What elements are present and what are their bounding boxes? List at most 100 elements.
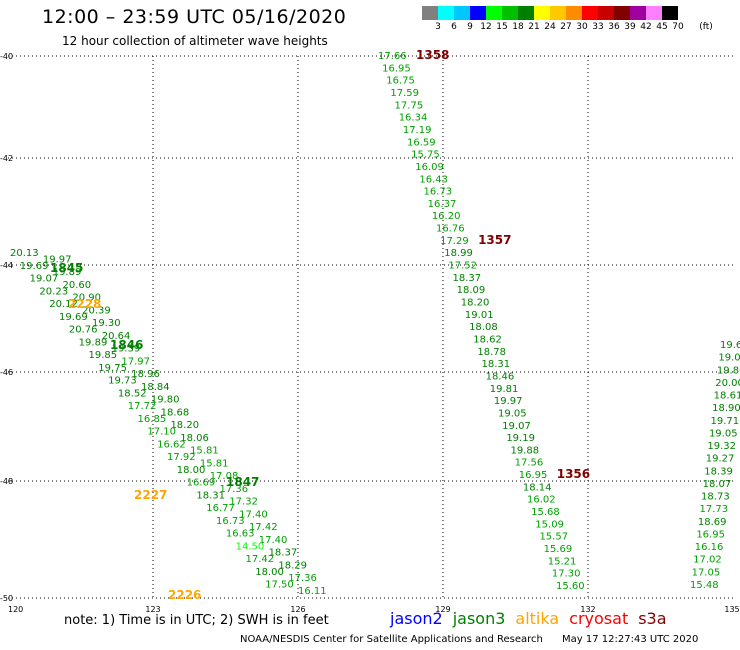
track-value: 17.40 [259,535,288,546]
track-value: 18.00 [177,465,206,476]
track-value: 14.50 [236,541,265,552]
track-value: 19.69 [59,312,88,323]
track-value: 18.90 [712,403,740,414]
track-value: 18.09 [457,285,486,296]
track-value: 19.07 [502,421,531,432]
track-value: 16.63 [226,529,255,540]
track-value: 19.39 [112,344,141,355]
track-value: 16.95 [519,470,548,481]
track-value: 15.60 [556,581,585,592]
satellite-jason3: jason3 [452,609,506,628]
legend-label: 70 [672,22,684,32]
track-value: 18.20 [461,298,490,309]
track-value: 19.05 [709,428,738,439]
track-value: 16.77 [206,503,235,514]
track-value: 19.07 [30,274,59,285]
track-value: 16.85 [138,414,167,425]
legend-label: 6 [451,22,457,32]
track-value: 19.05 [498,408,527,419]
legend-swatch [486,6,502,20]
track-value: 18.69 [698,517,727,528]
time-label: 1846 [110,338,143,352]
track-value: 18.20 [170,420,199,431]
legend-swatch [582,6,598,20]
track-value: 19.73 [108,376,137,387]
track-value: 15.21 [548,556,577,567]
track-value: 15.57 [539,532,568,543]
track-value: 20.76 [69,325,98,336]
longitude-label: 126 [290,605,305,614]
track-value: 19.01 [465,310,494,321]
track-value: 20.64 [102,331,131,342]
track-value: 16.34 [399,113,428,124]
track-value: 16.73 [424,187,453,198]
legend-swatch [518,6,534,20]
longitude-label: 120 [8,605,23,614]
track-value: 15.75 [411,150,440,161]
credit-line: NOAA/NESDIS Center for Satellite Applica… [240,634,714,645]
track-value: 16.73 [216,516,245,527]
track-value: 19.69 [20,261,49,272]
track-value: 18.06 [180,433,209,444]
legend-swatch [502,6,518,20]
satellite-s3a: s3a [638,609,667,628]
legend-label: 9 [467,22,473,32]
track-value: 18.07 [703,479,732,490]
legend-label: 15 [496,22,508,32]
track-value: 15.48 [690,580,719,591]
track-value: 16.02 [527,495,556,506]
time-label: 1356 [557,467,590,481]
track-value: 20.90 [72,293,101,304]
legend-swatch [534,6,550,20]
page-subtitle: 12 hour collection of altimeter wave hei… [62,34,328,48]
track-value: 17.10 [147,427,176,438]
track-value: 19.97 [43,254,72,265]
track-value: 20.23 [39,286,68,297]
time-label: 2228 [68,297,101,311]
time-label: 2227 [134,488,167,502]
track-value: 17.40 [239,509,268,520]
satellite-jason2: jason2 [390,609,443,628]
track-value: 19.80 [717,365,740,376]
track-value: 18.73 [701,492,730,503]
track-value: 17.32 [229,497,258,508]
legend-label: 45 [656,22,668,32]
latitude-label: -46 [0,368,13,377]
track-value: 17.59 [390,88,419,99]
time-label: 1845 [50,261,83,275]
track-value: 19.19 [506,433,535,444]
legend-swatch [438,6,454,20]
track-value: 18.68 [161,407,190,418]
track-value: 19.27 [706,454,735,465]
track-value: 20.13 [10,248,39,259]
wave-height-color-legend [422,6,678,20]
longitude-label: 132 [580,605,595,614]
track-value: 19.89 [53,267,82,278]
legend-swatch [630,6,646,20]
track-value: 18.08 [469,322,498,333]
legend-swatch [550,6,566,20]
track-value: 19.97 [494,396,523,407]
track-value: 16.43 [419,174,448,185]
latitude-label: -42 [0,154,13,163]
track-value: 17.42 [249,522,278,533]
latitude-label: -40 [0,52,13,61]
track-value: 16.69 [187,478,216,489]
track-value: 20.12 [49,299,78,310]
legend-swatch [646,6,662,20]
track-value: 16.37 [428,199,457,210]
track-value: 20.39 [82,305,111,316]
legend-swatch [454,6,470,20]
track-value: 16.16 [695,542,724,553]
track-value: 19.81 [490,384,519,395]
track-value: 19.71 [711,416,740,427]
track-value: 20.60 [63,280,92,291]
satellite-altika: altika [515,609,560,628]
time-label: 1847 [226,475,259,489]
time-label: 1358 [416,48,449,62]
track-value: 15.68 [531,507,560,518]
longitude-label: 129 [435,605,450,614]
legend-swatch [614,6,630,20]
legend-label: 27 [560,22,572,32]
